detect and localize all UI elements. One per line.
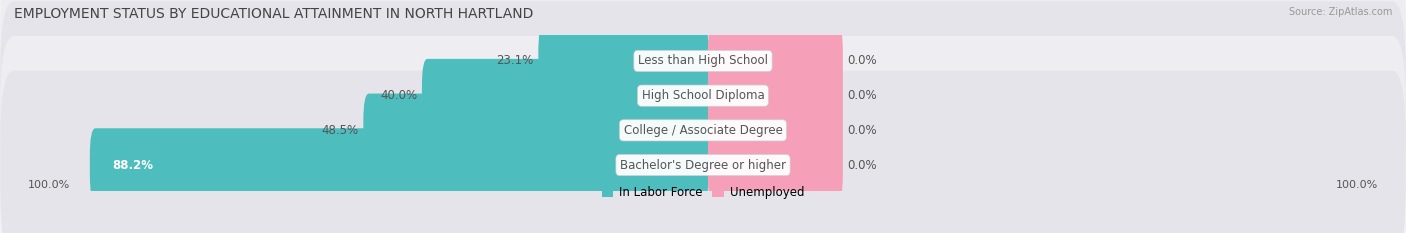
Text: 0.0%: 0.0%	[848, 158, 877, 171]
Text: 23.1%: 23.1%	[496, 55, 533, 68]
FancyBboxPatch shape	[0, 36, 1406, 225]
FancyBboxPatch shape	[707, 128, 842, 202]
FancyBboxPatch shape	[707, 24, 842, 98]
FancyBboxPatch shape	[0, 0, 1406, 155]
Text: Bachelor's Degree or higher: Bachelor's Degree or higher	[620, 158, 786, 171]
Legend: In Labor Force, Unemployed: In Labor Force, Unemployed	[598, 182, 808, 204]
Text: 100.0%: 100.0%	[1336, 180, 1378, 190]
Text: EMPLOYMENT STATUS BY EDUCATIONAL ATTAINMENT IN NORTH HARTLAND: EMPLOYMENT STATUS BY EDUCATIONAL ATTAINM…	[14, 7, 533, 21]
Text: 0.0%: 0.0%	[848, 124, 877, 137]
FancyBboxPatch shape	[0, 1, 1406, 190]
FancyBboxPatch shape	[538, 24, 709, 98]
FancyBboxPatch shape	[707, 59, 842, 132]
FancyBboxPatch shape	[90, 128, 709, 202]
Text: 48.5%: 48.5%	[322, 124, 359, 137]
FancyBboxPatch shape	[0, 71, 1406, 233]
FancyBboxPatch shape	[363, 94, 709, 167]
Text: 0.0%: 0.0%	[848, 55, 877, 68]
Text: Source: ZipAtlas.com: Source: ZipAtlas.com	[1288, 7, 1392, 17]
Text: 88.2%: 88.2%	[112, 158, 153, 171]
Text: 0.0%: 0.0%	[848, 89, 877, 102]
FancyBboxPatch shape	[422, 59, 709, 132]
Text: 40.0%: 40.0%	[380, 89, 418, 102]
Text: 100.0%: 100.0%	[28, 180, 70, 190]
Text: Less than High School: Less than High School	[638, 55, 768, 68]
Text: High School Diploma: High School Diploma	[641, 89, 765, 102]
FancyBboxPatch shape	[707, 94, 842, 167]
Text: College / Associate Degree: College / Associate Degree	[624, 124, 782, 137]
